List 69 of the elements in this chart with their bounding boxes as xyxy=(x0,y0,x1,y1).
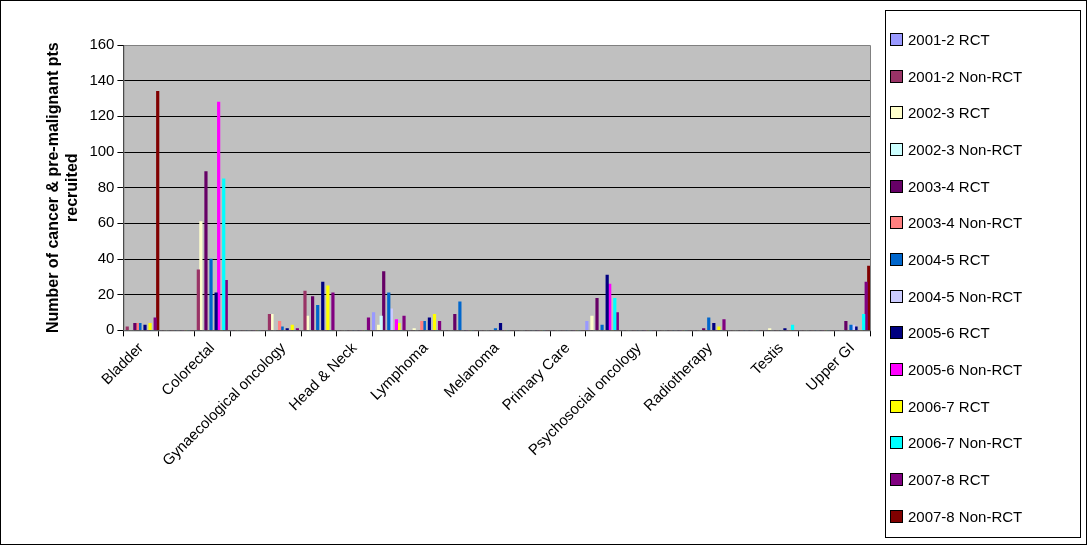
y-axis-title: Number of cancer & pre-malignant pts recruited xyxy=(44,42,81,334)
bar xyxy=(387,292,391,331)
y-tick-label: 0 xyxy=(106,320,115,338)
bar xyxy=(717,326,721,331)
bar xyxy=(204,171,208,331)
bar xyxy=(844,321,848,331)
bar xyxy=(402,315,406,331)
bar xyxy=(862,313,866,331)
bar xyxy=(707,317,711,331)
legend-label: 2004-5 Non-RCT xyxy=(908,287,1023,305)
bar xyxy=(864,281,868,331)
bar xyxy=(224,280,228,331)
bar xyxy=(209,258,213,331)
y-tick-label: 160 xyxy=(89,35,115,53)
bar xyxy=(311,296,315,331)
legend-label: 2003-4 RCT xyxy=(908,177,990,195)
legend-label: 2006-7 Non-RCT xyxy=(908,434,1023,452)
bar xyxy=(615,312,619,331)
bar xyxy=(371,312,376,331)
bar xyxy=(222,178,226,331)
bar xyxy=(143,324,147,331)
bar xyxy=(389,308,393,331)
y-tick-label: 100 xyxy=(89,142,115,160)
y-tick-label: 20 xyxy=(97,284,115,302)
legend-label: 2007-8 RCT xyxy=(908,471,990,489)
bar xyxy=(437,321,442,331)
legend-label: 2001-2 RCT xyxy=(908,30,990,48)
bar xyxy=(331,292,335,331)
bar xyxy=(316,305,320,331)
bar xyxy=(613,297,617,331)
legend-label: 2007-8 Non-RCT xyxy=(908,507,1023,525)
bar xyxy=(600,324,604,331)
bar xyxy=(722,319,726,331)
bar xyxy=(605,274,609,331)
legend-label: 2002-3 Non-RCT xyxy=(908,140,1023,158)
legend-label: 2002-3 RCT xyxy=(908,104,990,122)
y-tick-label: 60 xyxy=(97,213,115,231)
bar xyxy=(712,322,716,331)
bar xyxy=(156,91,160,331)
y-tick-label: 120 xyxy=(89,106,115,124)
bar xyxy=(196,269,200,331)
bar xyxy=(125,326,129,331)
legend-label: 2005-6 RCT xyxy=(908,324,990,342)
bar xyxy=(280,326,284,331)
bar xyxy=(498,322,503,331)
bar xyxy=(303,290,307,331)
bar xyxy=(326,285,330,331)
bar xyxy=(590,315,594,331)
y-tick-label: 140 xyxy=(89,70,115,88)
bar xyxy=(153,317,157,331)
legend-label: 2005-6 Non-RCT xyxy=(908,361,1023,379)
legend-label: 2004-5 RCT xyxy=(908,250,990,268)
bar xyxy=(148,322,152,331)
y-tick-label: 40 xyxy=(97,249,115,267)
legend-label: 2006-7 RCT xyxy=(908,397,990,415)
y-tick-label: 80 xyxy=(97,177,115,195)
bar xyxy=(458,301,462,331)
bar xyxy=(321,281,325,331)
bar xyxy=(453,313,457,331)
bar xyxy=(379,315,383,331)
bar xyxy=(278,321,282,331)
legend-label: 2003-4 Non-RCT xyxy=(908,214,1023,232)
bar xyxy=(214,292,218,331)
bar xyxy=(432,313,437,331)
bar xyxy=(427,317,432,331)
bar xyxy=(585,321,589,331)
bar xyxy=(595,297,599,331)
bar xyxy=(366,317,371,331)
legend-label: 2001-2 Non-RCT xyxy=(908,67,1023,85)
